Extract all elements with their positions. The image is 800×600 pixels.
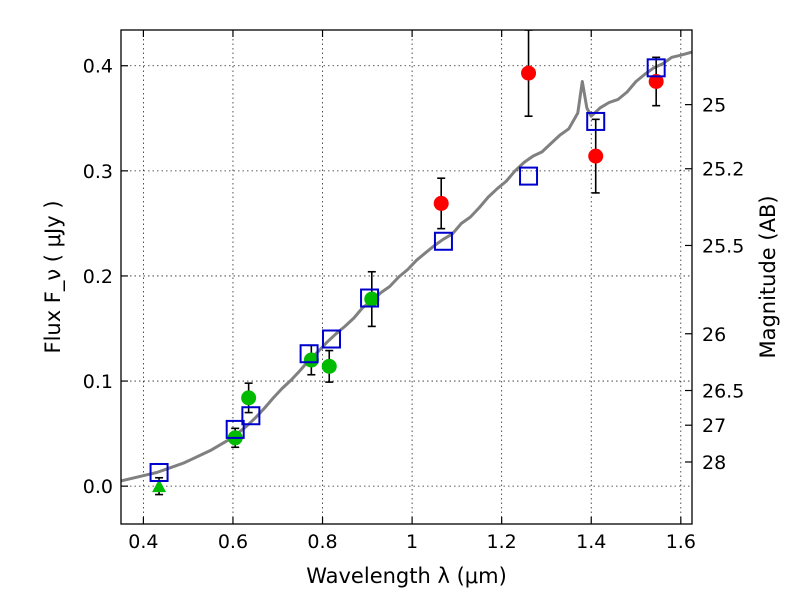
right-tick-label: 25 xyxy=(702,95,726,117)
data-point xyxy=(433,195,449,211)
right-tick-label: 26.5 xyxy=(702,381,744,403)
right-tick-label: 26 xyxy=(702,324,726,346)
x-tick-label: 0.8 xyxy=(307,531,337,553)
model-point xyxy=(433,231,453,251)
plot-frame xyxy=(120,29,693,525)
model-point xyxy=(646,58,666,78)
x-tick-label: 1.4 xyxy=(576,531,606,553)
y-tick-label: 0.3 xyxy=(83,161,113,183)
data-point xyxy=(321,358,337,374)
x-tick-label: 0.4 xyxy=(128,531,158,553)
x-tick-label: 1 xyxy=(406,531,418,553)
x-axis-label: Wavelength λ (μm) xyxy=(306,564,507,588)
right-axis-label: Magnitude (AB) xyxy=(756,195,780,358)
right-tick-label: 25.5 xyxy=(702,235,744,257)
model-point xyxy=(299,344,319,364)
model-point xyxy=(519,166,539,186)
y-axis-label: Flux F_ν ( μJy ) xyxy=(41,200,66,353)
plot-marks xyxy=(121,30,692,496)
right-tick-label: 28 xyxy=(702,452,726,474)
data-point xyxy=(241,390,257,406)
model-point xyxy=(225,419,245,439)
model-point xyxy=(360,288,380,308)
spectrum-line xyxy=(121,50,692,483)
model-point xyxy=(149,462,169,482)
axes: 0.4 0.6 0.8 1 1.2 1.4 1.6 0.0 0.1 0.2 0.3 0.4 25 25.2… xyxy=(83,30,744,553)
x-tick-label: 1.6 xyxy=(666,531,696,553)
y-tick-label: 0.1 xyxy=(83,371,113,393)
right-tick-label: 27 xyxy=(702,415,726,437)
y-tick-label: 0.4 xyxy=(83,56,113,78)
x-tick-label: 0.6 xyxy=(218,531,248,553)
y-tick-label: 0.0 xyxy=(83,476,113,498)
model-point xyxy=(586,111,606,131)
right-tick-label: 25.2 xyxy=(702,159,744,181)
plot-area xyxy=(121,30,692,496)
model-point xyxy=(321,329,341,349)
data-point xyxy=(588,148,604,164)
x-tick-label: 1.2 xyxy=(487,531,517,553)
data-point xyxy=(364,291,380,307)
data-point xyxy=(303,352,319,368)
y-tick-label: 0.2 xyxy=(83,266,113,288)
data-point xyxy=(648,74,664,90)
data-point xyxy=(521,65,537,81)
data-point-triangle xyxy=(152,479,167,493)
model-point xyxy=(241,406,261,426)
